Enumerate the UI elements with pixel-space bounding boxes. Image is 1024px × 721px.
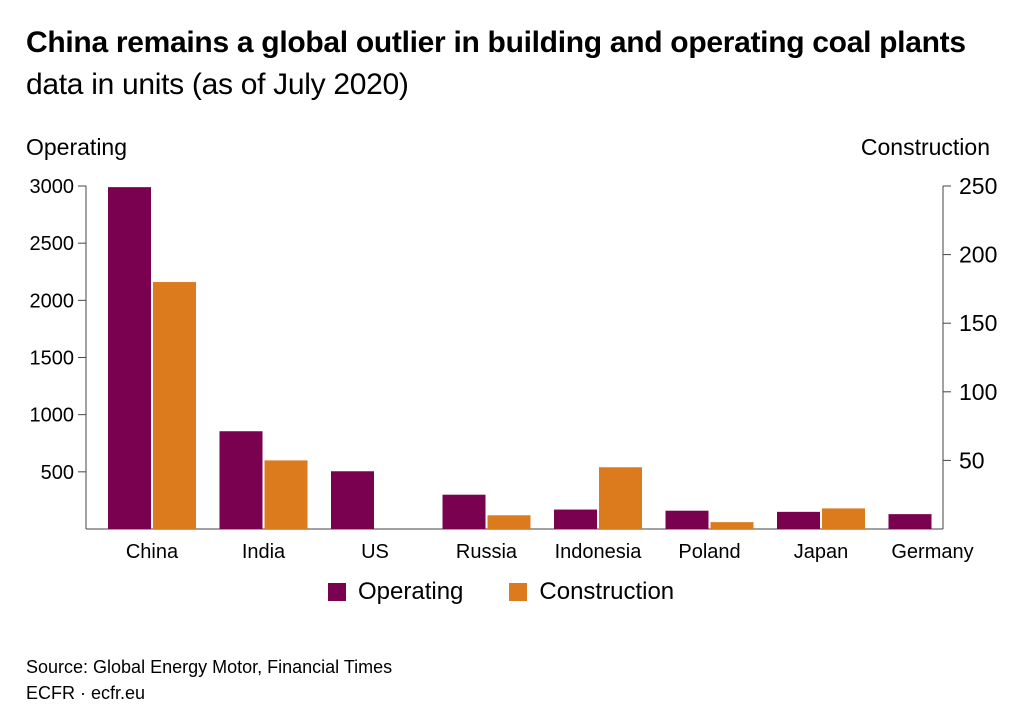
legend-label-operating: Operating	[358, 578, 464, 605]
left-tick-label: 2500	[30, 233, 75, 255]
bar-operating	[331, 471, 374, 529]
legend-swatch-operating	[328, 583, 346, 601]
source-line: Source: Global Energy Motor, Financial T…	[26, 657, 393, 677]
legend: Operating Construction	[328, 578, 720, 606]
bar-operating	[777, 511, 820, 529]
bar-construction	[599, 467, 642, 529]
bar-construction	[822, 508, 865, 529]
bar-operating	[554, 509, 597, 529]
category-label: US	[361, 541, 389, 563]
bar-construction	[264, 460, 308, 529]
right-tick-label: 200	[959, 242, 997, 268]
left-tick-label: 500	[41, 462, 74, 484]
bar-operating	[888, 514, 932, 529]
category-label: Germany	[891, 541, 973, 563]
category-label: China	[126, 541, 179, 563]
chart-subtitle: data in units (as of July 2020)	[26, 68, 409, 101]
legend-swatch-construction	[509, 583, 528, 601]
legend-label-construction: Construction	[539, 578, 675, 605]
legend-item-operating: Operating	[328, 578, 463, 606]
category-label: Indonesia	[555, 541, 643, 563]
category-label: Russia	[456, 541, 518, 563]
source-note: Source: Global Energy Motor, Financial T…	[26, 654, 392, 706]
right-tick-label: 150	[959, 310, 997, 336]
chart-title-bold: China remains a global outlier in buildi…	[26, 26, 966, 59]
bar-operating	[219, 431, 263, 529]
left-tick-label: 2000	[30, 290, 75, 312]
right-tick-label: 50	[959, 447, 985, 473]
credit-line: ECFR · ecfr.eu	[26, 683, 146, 703]
right-tick-label: 100	[959, 379, 997, 405]
bar-operating	[442, 494, 486, 529]
chart-title: China remains a global outlier in buildi…	[26, 22, 1006, 106]
left-tick-label: 1000	[30, 405, 75, 427]
category-label: Poland	[678, 541, 740, 563]
left-tick-label: 1500	[30, 348, 75, 370]
bar-construction	[487, 515, 531, 529]
category-label: Japan	[794, 541, 849, 563]
right-axis-title: Construction	[860, 134, 990, 160]
bar-construction	[153, 282, 196, 529]
bar-construction	[710, 522, 754, 529]
bar-operating	[665, 510, 709, 529]
right-tick-label: 250	[959, 173, 997, 199]
left-axis-title: Operating	[26, 134, 128, 160]
legend-item-construction: Construction	[509, 578, 674, 606]
bar-operating	[108, 187, 151, 530]
left-tick-label: 3000	[30, 176, 75, 198]
category-label: India	[242, 541, 286, 563]
